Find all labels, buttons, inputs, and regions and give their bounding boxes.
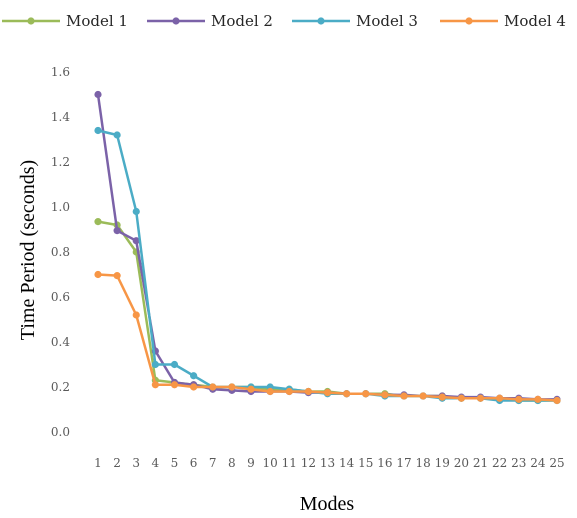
- data-point-model-3: [170, 360, 179, 369]
- series-line-model-3: [97, 129, 557, 402]
- x-tick-label: 18: [415, 456, 430, 470]
- legend-label: Model 3: [356, 12, 418, 30]
- x-tick-label: 4: [152, 456, 160, 470]
- data-point-model-3: [151, 360, 159, 369]
- x-tick-label: 13: [320, 456, 335, 470]
- y-tick-label: 1.0: [51, 200, 70, 214]
- series-model-1: [94, 218, 561, 405]
- data-point-model-4: [400, 392, 408, 400]
- y-axis-ticks: 0.0 0.2 0.4 0.6 0.8 1.0 1.2 1.4 1.6: [51, 65, 70, 439]
- legend-label: Model 2: [211, 12, 273, 30]
- data-point-model-2: [132, 237, 140, 245]
- series-line-model-2: [96, 94, 557, 401]
- x-tick-label: 15: [358, 456, 373, 470]
- data-point-model-3: [132, 207, 140, 216]
- data-point-model-4: [476, 394, 485, 402]
- data-point-model-4: [266, 387, 274, 396]
- x-tick-label: 2: [113, 456, 121, 470]
- x-tick-label: 24: [530, 456, 546, 470]
- x-axis-title: Modes: [300, 493, 355, 515]
- x-tick-label: 20: [454, 456, 469, 470]
- y-tick-label: 1.4: [51, 110, 70, 124]
- legend-item-model-1: Model 1: [2, 12, 128, 30]
- x-tick-label: 17: [396, 456, 411, 470]
- x-tick-label: 7: [209, 456, 217, 470]
- data-point-model-3: [113, 131, 121, 139]
- legend-item-model-4: Model 4: [440, 12, 566, 30]
- series-model-3: [94, 126, 561, 405]
- data-point-model-4: [381, 391, 389, 399]
- data-point-model-4: [228, 383, 236, 391]
- series-model-4: [94, 270, 561, 405]
- data-point-model-4: [343, 390, 351, 398]
- data-point-model-4: [94, 270, 102, 279]
- x-tick-label: 23: [511, 456, 526, 470]
- data-point-model-4: [151, 381, 159, 389]
- legend-swatch-marker: [317, 17, 325, 25]
- legend-item-model-3: Model 3: [292, 12, 418, 30]
- legend-label: Model 1: [66, 12, 128, 30]
- x-tick-label: 22: [492, 456, 507, 470]
- legend-swatch-marker: [172, 17, 180, 25]
- data-point-model-4: [209, 383, 217, 391]
- data-point-model-4: [438, 393, 446, 401]
- data-point-model-4: [285, 387, 293, 396]
- data-point-model-2: [94, 90, 102, 99]
- x-tick-label: 21: [473, 456, 488, 470]
- data-point-model-4: [190, 383, 198, 391]
- data-point-model-4: [323, 389, 332, 397]
- x-tick-label: 6: [190, 456, 198, 470]
- legend-item-model-2: Model 2: [147, 12, 273, 30]
- legend-label: Model 4: [504, 12, 566, 30]
- x-tick-label: 1: [94, 456, 102, 470]
- x-tick-label: 19: [435, 456, 450, 470]
- legend: Model 1 Model 2 Model 3 Model 4: [2, 12, 566, 30]
- x-axis-ticks: 1 2 3 4 5 6 7 8 9 10 11 12 13 14 15 16 17 18 19 20 21 22 23 24 2…: [94, 456, 564, 470]
- series-model-2: [94, 90, 561, 403]
- data-point-model-4: [170, 381, 179, 389]
- legend-swatch-marker: [465, 17, 473, 25]
- y-tick-label: 0.8: [51, 245, 70, 259]
- y-tick-label: 1.2: [51, 155, 70, 169]
- x-tick-label: 12: [301, 456, 316, 470]
- data-point-model-4: [553, 396, 561, 405]
- data-point-model-4: [247, 385, 255, 393]
- y-tick-label: 1.6: [51, 65, 70, 79]
- x-tick-label: 10: [262, 456, 277, 470]
- series-layer: [94, 90, 561, 405]
- y-tick-label: 0.0: [51, 425, 70, 439]
- data-point-model-4: [132, 311, 140, 319]
- y-tick-label: 0.6: [51, 290, 70, 304]
- data-point-model-4: [304, 387, 312, 396]
- data-point-model-4: [457, 394, 465, 402]
- x-tick-label: 16: [377, 456, 392, 470]
- data-point-model-4: [496, 394, 504, 402]
- x-tick-label: 11: [282, 456, 297, 470]
- x-tick-label: 5: [171, 456, 179, 470]
- y-axis-title: Time Period (seconds): [17, 160, 39, 340]
- x-tick-label: 9: [247, 456, 255, 470]
- data-point-model-1: [94, 218, 102, 226]
- data-point-model-3: [190, 372, 198, 380]
- legend-swatch-marker: [27, 17, 35, 25]
- data-point-model-4: [419, 392, 427, 400]
- x-tick-label: 25: [549, 456, 564, 470]
- data-point-model-4: [515, 395, 523, 403]
- data-point-model-4: [113, 272, 121, 280]
- data-point-model-4: [534, 395, 542, 403]
- data-point-model-2: [113, 227, 121, 235]
- y-tick-label: 0.4: [51, 335, 70, 349]
- x-tick-label: 14: [339, 456, 355, 470]
- x-tick-label: 8: [228, 456, 236, 470]
- y-tick-label: 0.2: [51, 380, 70, 394]
- data-point-model-4: [362, 390, 370, 398]
- series-line-model-1: [97, 220, 557, 402]
- data-point-model-3: [94, 126, 102, 135]
- x-tick-label: 3: [132, 456, 140, 470]
